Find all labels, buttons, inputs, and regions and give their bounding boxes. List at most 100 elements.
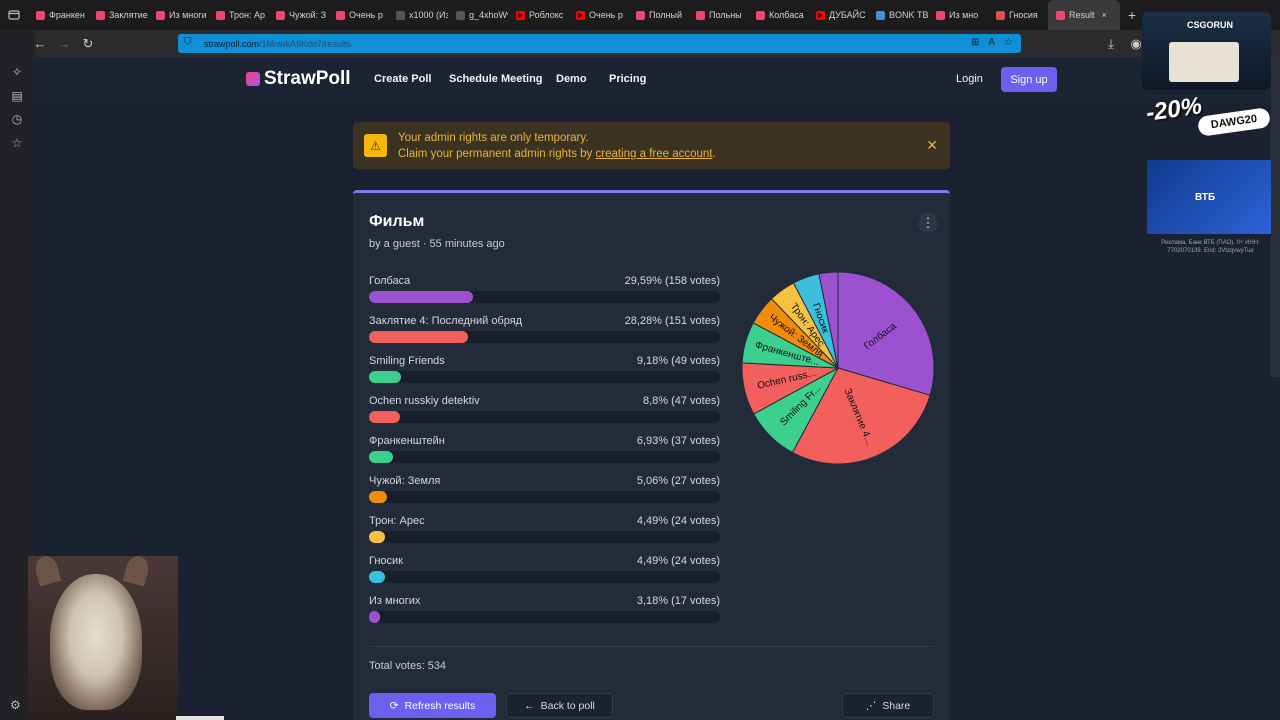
browser-tab[interactable]: Из мно: [928, 0, 988, 30]
shield-icon[interactable]: ⛉: [184, 37, 192, 48]
browser-tab-label: Из многи: [169, 10, 207, 20]
close-tab-icon[interactable]: ×: [1101, 10, 1107, 20]
profile-icon[interactable]: ◉: [1130, 36, 1142, 51]
download-icon[interactable]: ⤓: [1108, 36, 1114, 51]
nav-create-poll[interactable]: Create Poll: [374, 73, 432, 85]
translate-icon[interactable]: A: [988, 37, 996, 48]
option-progress-fill: [369, 291, 473, 303]
option-progress-fill: [369, 491, 387, 503]
history-icon[interactable]: ◷: [11, 112, 23, 126]
option-label: Чужой: Земля: [369, 475, 441, 487]
option-label: Трон: Арес: [369, 515, 425, 527]
browser-tab[interactable]: g_4xhoWvTU: [448, 0, 508, 30]
browser-tab[interactable]: x1000 (Изоб: [388, 0, 448, 30]
share-button[interactable]: ⋰ Share: [842, 693, 934, 718]
option-progress-track: [369, 371, 720, 383]
page-scrollbar[interactable]: [1271, 57, 1280, 377]
option-progress-fill: [369, 411, 400, 423]
alert-claim-suffix: .: [712, 148, 716, 160]
browser-tab[interactable]: Result ×: [1048, 0, 1120, 30]
bookmark-star-icon[interactable]: ☆: [1004, 37, 1013, 48]
close-alert-icon[interactable]: ✕: [926, 137, 938, 153]
url-field[interactable]: ⛉ strawpoll.com/1MnwkA9Kdn7/results ⊞ A …: [178, 34, 1021, 53]
discount-ad[interactable]: -20% DAWG20: [1140, 92, 1275, 147]
signup-button[interactable]: Sign up: [1001, 67, 1057, 92]
create-account-link[interactable]: creating a free account: [595, 148, 713, 160]
tab-menu-icon[interactable]: [0, 0, 28, 30]
browser-tab[interactable]: Очень р: [328, 0, 388, 30]
strawpoll-logo[interactable]: StrawPoll: [246, 68, 351, 90]
poll-option: Из многих 3,18% (17 votes): [369, 595, 720, 635]
ad-title: CSGORUN: [1187, 20, 1234, 30]
vtb-ad-text: ВТБ: [1195, 192, 1216, 203]
login-link[interactable]: Login: [956, 73, 983, 85]
strawpoll-favicon-icon: [36, 10, 45, 20]
browser-tab-label: Очень р: [349, 10, 383, 20]
option-percentage: 5,06% (27 votes): [636, 475, 720, 487]
url-host: strawpoll.com: [204, 38, 260, 49]
option-progress-fill: [369, 571, 385, 583]
browser-tab[interactable]: Заклятие: [88, 0, 148, 30]
bonk-favicon-icon: [876, 10, 885, 20]
browser-tab[interactable]: BONK ТВ: [868, 0, 928, 30]
pie-slice: [818, 271, 839, 369]
new-tab-button[interactable]: +: [1127, 7, 1137, 23]
more-options-icon[interactable]: ⋮: [918, 213, 938, 233]
reload-icon[interactable]: ↻: [82, 36, 94, 51]
browser-tab-label: Франкен: [49, 10, 85, 20]
option-label: Гносик: [369, 555, 403, 567]
browser-tab[interactable]: ▶ Очень р: [568, 0, 628, 30]
poll-title: Фильм: [369, 213, 425, 230]
strawpoll-favicon-icon: [156, 10, 165, 20]
youtube-favicon-icon: ▶: [576, 10, 585, 20]
install-icon[interactable]: ⊞: [970, 37, 980, 48]
browser-tab[interactable]: Гносия: [988, 0, 1048, 30]
back-icon[interactable]: ←: [33, 36, 47, 51]
csgorun-ad[interactable]: CSGORUN: [1142, 12, 1271, 90]
nav-pricing[interactable]: Pricing: [609, 73, 647, 85]
browser-tab[interactable]: Полный: [628, 0, 688, 30]
browser-tab[interactable]: Франкен: [28, 0, 88, 30]
poll-option: Гносик 4,49% (24 votes): [369, 555, 720, 595]
option-label: Smiling Friends: [369, 355, 445, 367]
option-label: Заклятие 4: Последний обряд: [369, 315, 523, 327]
option-label: Голбаса: [369, 275, 411, 287]
poll-option: Smiling Friends 9,18% (49 votes): [369, 355, 720, 395]
poll-option: Трон: Арес 4,49% (24 votes): [369, 515, 720, 555]
logo-mark-icon: [246, 72, 260, 86]
back-to-poll-button[interactable]: ← Back to poll: [506, 693, 613, 718]
favorites-star-icon[interactable]: ☆: [11, 136, 23, 150]
share-icon: ⋰: [865, 699, 877, 712]
warning-icon: ⚠: [364, 134, 387, 157]
promo-code: DAWG20: [1196, 107, 1272, 137]
browser-tab-label: Полный: [649, 10, 682, 20]
browser-tab[interactable]: ▶ ДУБАЙС: [808, 0, 868, 30]
ai-sparkle-icon[interactable]: ✧: [11, 65, 23, 79]
browser-tab[interactable]: Польны: [688, 0, 748, 30]
browser-tab[interactable]: ▶ Роблокс: [508, 0, 568, 30]
strawpoll-favicon-icon: [936, 10, 945, 20]
browser-tab[interactable]: Трон: Ар: [208, 0, 268, 30]
refresh-icon: ⟳: [389, 699, 399, 712]
browser-tab[interactable]: Колбаса: [748, 0, 808, 30]
bottom-bar: [176, 716, 224, 720]
collections-icon[interactable]: ▤: [11, 89, 23, 103]
option-progress-fill: [369, 531, 385, 543]
option-label: Из многих: [369, 595, 421, 607]
refresh-results-button[interactable]: ⟳ Refresh results: [369, 693, 496, 718]
nav-demo[interactable]: Demo: [556, 73, 587, 85]
browser-tab-label: g_4xhoWvTU: [469, 10, 508, 20]
settings-gear-icon[interactable]: ⚙: [10, 698, 21, 712]
strawpoll-favicon-icon: [756, 10, 765, 20]
discount-percent: -20%: [1144, 92, 1204, 127]
browser-tab[interactable]: Чужой: З: [268, 0, 328, 30]
forward-icon[interactable]: →: [57, 36, 71, 51]
vtb-ad[interactable]: ВТБ: [1147, 160, 1271, 234]
option-progress-track: [369, 331, 720, 343]
browser-tab[interactable]: Из многи: [148, 0, 208, 30]
browser-tab-label: Роблокс: [529, 10, 564, 20]
url-path: /1MnwkA9Kdn7/results: [259, 38, 352, 49]
option-progress-track: [369, 451, 720, 463]
nav-schedule-meeting[interactable]: Schedule Meeting: [449, 73, 543, 85]
logo-text: StrawPoll: [264, 68, 351, 89]
